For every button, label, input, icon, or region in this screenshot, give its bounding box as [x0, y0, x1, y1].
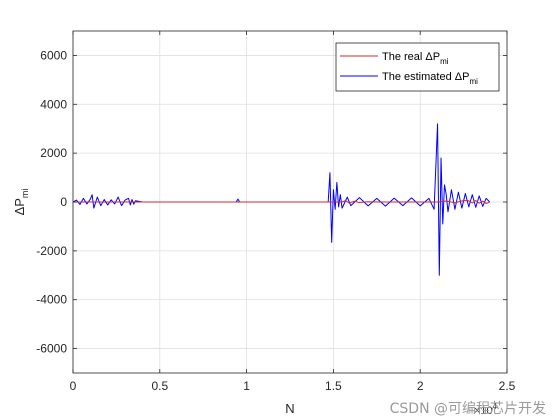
series-layer [72, 123, 491, 276]
legend-label-real: The real ΔPmi [382, 51, 449, 66]
series-line-real [73, 200, 490, 204]
y-tick-label: 2000 [40, 146, 67, 160]
legend-box [335, 42, 500, 92]
legend: The real ΔPmi The estimated ΔPmi [335, 42, 500, 92]
y-tick-label: -6000 [36, 342, 67, 356]
x-tick-label: 1 [243, 379, 250, 393]
watermark: CSDN @可编程芯片开发 [389, 401, 546, 417]
y-axis-label: ΔPmi [12, 189, 30, 216]
x-axis-label: N [285, 401, 294, 416]
x-tick-label: 0 [70, 379, 77, 393]
y-tick-label: 4000 [40, 97, 67, 111]
y-tick-label: -4000 [36, 293, 67, 307]
x-tick-label: 1.5 [325, 379, 342, 393]
x-axis-multiplier: ×104 [474, 402, 498, 417]
y-tick-label: 0 [60, 195, 67, 209]
legend-label-estimated: The estimated ΔPmi [382, 71, 478, 86]
x-tick-label: 2 [417, 379, 424, 393]
x-tick-label: 0.5 [151, 379, 168, 393]
y-tick-label: 6000 [40, 48, 67, 62]
tick-layer: 0 0.5 1 1.5 2 2.5 -6000 -4000 -2000 0 2000 4000 6000 [36, 31, 516, 393]
y-tick-label: -2000 [36, 244, 67, 258]
series-line-estimated [72, 123, 491, 276]
x-tick-label: 2.5 [499, 379, 516, 393]
